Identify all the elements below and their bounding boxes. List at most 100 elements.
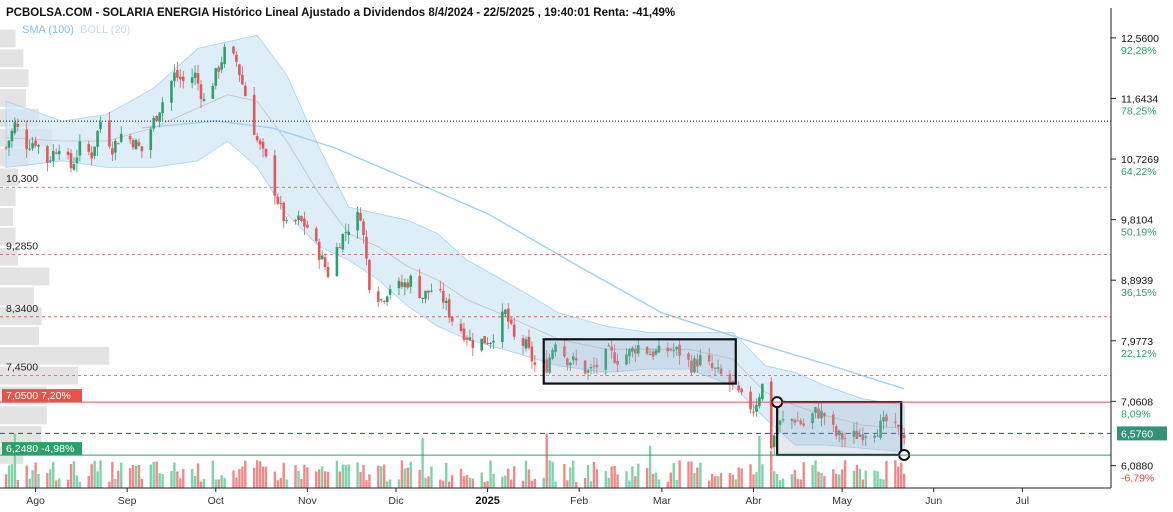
volume-bar [583, 478, 587, 488]
candle-body [696, 359, 699, 367]
candle-body [489, 342, 492, 344]
volume-bar [31, 470, 34, 488]
y-tick-price: 8,8939 [1121, 275, 1153, 287]
candle-body [409, 275, 413, 287]
volume-bar [802, 462, 805, 488]
candle-body [447, 299, 451, 318]
candle-body [710, 363, 714, 369]
candle-body [119, 133, 123, 142]
volume-bar [158, 473, 161, 488]
candle-body [199, 84, 203, 100]
candle-body [13, 122, 17, 134]
candle-body [99, 121, 102, 129]
candle-body [690, 360, 693, 373]
candle-body [545, 359, 548, 373]
volume-bar [873, 470, 876, 488]
volume-bar [796, 478, 800, 488]
candle-body [554, 344, 557, 352]
volume-bar [737, 467, 740, 488]
volume-bar [445, 462, 448, 488]
candle-body [28, 148, 31, 150]
volume-bar [317, 469, 321, 488]
volume-bar [400, 460, 404, 488]
candle-body [468, 337, 472, 341]
candle-body [521, 338, 525, 346]
x-tick-label: Jun [925, 495, 942, 507]
volume-bar [607, 477, 610, 488]
candle-body [852, 430, 856, 437]
volume-bar [734, 479, 737, 488]
candle-body [220, 62, 223, 70]
volume-profile-bar [0, 188, 16, 207]
volume-bar [273, 471, 277, 488]
volume-bar [368, 474, 371, 488]
candle-body [211, 85, 215, 99]
candle-body [155, 115, 158, 121]
volume-bar [344, 465, 347, 488]
volume-bar [25, 465, 28, 488]
volume-bar [69, 463, 73, 488]
candle-body [610, 346, 613, 351]
candle-body [427, 290, 430, 293]
candle-body [75, 157, 79, 163]
candle-body [388, 289, 392, 295]
volume-bar [359, 471, 362, 488]
candle-body [533, 362, 537, 365]
volume-bar [128, 468, 132, 488]
volume-bar [669, 472, 672, 488]
consolidation-boxes [542, 338, 911, 461]
candle-body [176, 70, 179, 78]
candle-body [202, 99, 206, 101]
candle-body [551, 350, 554, 359]
volume-bar [264, 466, 268, 488]
candle-body [406, 282, 410, 288]
volume-profile-bar [0, 168, 19, 187]
volume-bar [761, 464, 764, 488]
y-tick-percent: 36,15% [1121, 287, 1157, 299]
candle-body [799, 420, 803, 425]
volume-bar [341, 464, 345, 488]
volume-bar [510, 479, 513, 488]
volume-bar [545, 433, 548, 488]
volume-bar [46, 472, 49, 488]
volume-bar [335, 460, 339, 488]
candle-body [128, 136, 132, 140]
candle-body [631, 347, 634, 352]
candle-body [285, 220, 288, 222]
candle-body [574, 358, 578, 361]
volume-bar [137, 464, 141, 488]
candle-body [586, 370, 590, 373]
y-tick-percent: 50,19% [1121, 227, 1157, 239]
candle-body [359, 212, 362, 221]
candle-body [235, 54, 238, 62]
candle-body [755, 404, 758, 412]
candle-body [326, 266, 330, 277]
y-tick-percent: 78,25% [1121, 105, 1157, 117]
candle-body [379, 299, 383, 301]
volume-bar [90, 464, 93, 488]
volume-bar [885, 460, 888, 488]
volume-bar [501, 476, 504, 488]
candle-body [152, 117, 156, 129]
x-tick-label: 2025 [475, 495, 499, 507]
candle-body [66, 151, 70, 156]
volume-bar [563, 464, 566, 488]
candle-body [790, 419, 794, 421]
y-tick-price: 11,6434 [1121, 93, 1158, 105]
volume-bar [468, 477, 472, 488]
candle-body [509, 319, 513, 324]
candle-body [149, 129, 153, 150]
volume-bar [338, 471, 342, 488]
volume-bar [592, 461, 596, 488]
volume-bar [430, 466, 433, 488]
candle-body [675, 347, 678, 350]
candle-body [421, 297, 424, 300]
volume-profile-bar [0, 227, 16, 246]
candle-body [430, 290, 433, 292]
legend-sma: SMA (100) [22, 24, 74, 36]
volume-bar [28, 478, 31, 488]
volume-bar [817, 471, 820, 488]
volume-bar [483, 481, 486, 488]
volume-profile-bar [0, 406, 47, 425]
candle-body [439, 289, 442, 291]
